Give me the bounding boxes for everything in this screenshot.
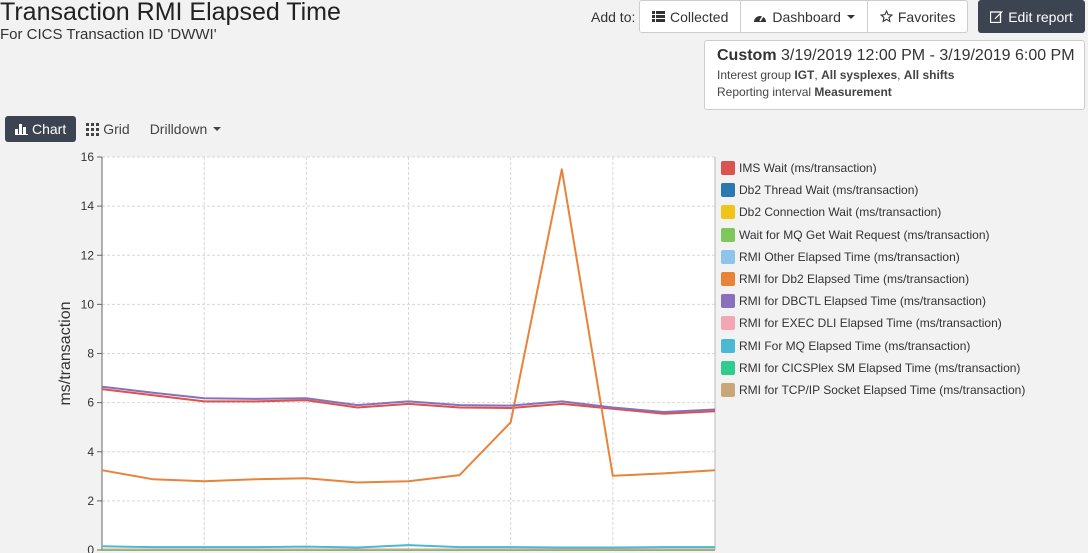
legend-label: Db2 Connection Wait (ms/transaction) xyxy=(739,205,942,220)
chevron-down-icon xyxy=(846,14,855,19)
bar-chart-icon xyxy=(15,123,28,135)
legend-label: RMI for DBCTL Elapsed Time (ms/transacti… xyxy=(739,294,986,309)
interest-group-value: IGT xyxy=(794,68,815,82)
legend-label: Db2 Thread Wait (ms/transaction) xyxy=(739,183,919,198)
shifts-value: All shifts xyxy=(903,68,955,82)
collected-label: Collected xyxy=(670,8,729,25)
legend-label: Wait for MQ Get Wait Request (ms/transac… xyxy=(739,227,990,242)
star-icon xyxy=(879,10,893,23)
legend-swatch xyxy=(721,360,735,375)
y-tick-label: 14 xyxy=(81,199,95,213)
legend-label: RMI Other Elapsed Time (ms/transaction) xyxy=(739,249,960,264)
legend-swatch xyxy=(721,382,735,397)
legend-item[interactable]: Db2 Connection Wait (ms/transaction) xyxy=(721,201,1025,223)
y-tick-label: 16 xyxy=(81,150,95,164)
y-tick-label: 4 xyxy=(87,445,94,459)
time-range-summary: Custom 3/19/2019 12:00 PM - 3/19/2019 6:… xyxy=(717,47,1075,65)
add-to-button-group: Collected Dashboard Favorites xyxy=(639,0,969,33)
interest-group-prefix: Interest group xyxy=(717,68,792,82)
legend-swatch xyxy=(721,183,735,198)
legend-label: RMI for TCP/IP Socket Elapsed Time (ms/t… xyxy=(739,382,1026,397)
chart-view-button[interactable]: Chart xyxy=(5,116,77,142)
drilldown-label: Drilldown xyxy=(149,121,208,137)
grid-icon xyxy=(86,122,100,136)
legend-swatch xyxy=(721,249,735,264)
range-mode: Custom xyxy=(717,47,777,64)
legend-item[interactable]: RMI For MQ Elapsed Time (ms/transaction) xyxy=(721,335,1025,357)
legend-item[interactable]: RMI for Db2 Elapsed Time (ms/transaction… xyxy=(721,268,1025,290)
reporting-interval-line: Reporting interval Measurement xyxy=(717,85,1072,99)
list-icon xyxy=(652,11,665,22)
edit-icon xyxy=(990,10,1004,23)
reporting-interval-value: Measurement xyxy=(814,85,892,99)
reporting-interval-prefix: Reporting interval xyxy=(717,85,812,99)
drilldown-dropdown[interactable]: Drilldown xyxy=(140,116,232,142)
edit-report-label: Edit report xyxy=(1008,8,1073,25)
y-tick-label: 12 xyxy=(81,248,95,262)
y-tick-label: 8 xyxy=(87,347,94,361)
legend-item[interactable]: Db2 Thread Wait (ms/transaction) xyxy=(721,179,1025,201)
collected-button[interactable]: Collected xyxy=(640,1,740,32)
y-tick-label: 6 xyxy=(87,396,94,410)
grid-view-button[interactable]: Grid xyxy=(76,116,139,142)
favorites-label: Favorites xyxy=(897,8,956,25)
legend-swatch xyxy=(721,338,735,353)
legend-item[interactable]: RMI for CICSPlex SM Elapsed Time (ms/tra… xyxy=(721,357,1025,379)
y-tick-label: 2 xyxy=(87,494,94,508)
interest-group-line: Interest group IGT, All sysplexes, All s… xyxy=(717,68,955,82)
dashboard-icon xyxy=(753,11,767,23)
series-line-0 xyxy=(101,388,716,415)
legend-swatch xyxy=(721,294,735,309)
series-line-8 xyxy=(101,544,715,549)
range-period: 3/19/2019 12:00 PM - 3/19/2019 6:00 PM xyxy=(781,47,1075,64)
legend-label: RMI for CICSPlex SM Elapsed Time (ms/tra… xyxy=(739,360,1021,375)
legend-item[interactable]: IMS Wait (ms/transaction) xyxy=(721,157,1025,179)
legend-swatch xyxy=(721,205,735,220)
dashboard-label: Dashboard xyxy=(772,8,841,25)
legend-label: RMI For MQ Elapsed Time (ms/transaction) xyxy=(739,338,971,353)
grid-view-label: Grid xyxy=(103,121,130,137)
sysplexes-value: All sysplexes xyxy=(821,68,898,82)
y-axis-label: ms/transaction xyxy=(57,301,74,405)
dashboard-button[interactable]: Dashboard xyxy=(740,1,867,32)
edit-report-button[interactable]: Edit report xyxy=(978,0,1085,33)
legend-item[interactable]: RMI for EXEC DLI Elapsed Time (ms/transa… xyxy=(721,312,1025,334)
page-subtitle: For CICS Transaction ID 'DWWI' xyxy=(0,26,217,43)
series-line-6 xyxy=(101,385,716,413)
legend-item[interactable]: RMI Other Elapsed Time (ms/transaction) xyxy=(721,246,1025,268)
legend-item[interactable]: RMI for DBCTL Elapsed Time (ms/transacti… xyxy=(721,290,1025,312)
legend-swatch xyxy=(721,161,735,176)
favorites-button[interactable]: Favorites xyxy=(866,1,968,32)
view-toggle-bar: Chart Grid Drilldown xyxy=(5,116,231,142)
legend-item[interactable]: Wait for MQ Get Wait Request (ms/transac… xyxy=(721,224,1025,246)
chart-legend: IMS Wait (ms/transaction) Db2 Thread Wait… xyxy=(721,157,1025,401)
y-tick-label: 10 xyxy=(81,297,95,311)
legend-label: RMI for Db2 Elapsed Time (ms/transaction… xyxy=(739,272,970,287)
legend-label: RMI for EXEC DLI Elapsed Time (ms/transa… xyxy=(739,316,1002,331)
legend-swatch xyxy=(721,272,735,287)
legend-swatch xyxy=(721,316,735,331)
legend-swatch xyxy=(721,227,735,242)
legend-label: IMS Wait (ms/transaction) xyxy=(739,161,877,176)
page-title: Transaction RMI Elapsed Time xyxy=(0,0,341,26)
legend-item[interactable]: RMI for TCP/IP Socket Elapsed Time (ms/t… xyxy=(721,379,1025,401)
chart-view-label: Chart xyxy=(32,121,67,137)
y-tick-label: 0 xyxy=(87,543,94,553)
time-range-panel[interactable]: Custom 3/19/2019 12:00 PM - 3/19/2019 6:… xyxy=(704,40,1085,110)
chevron-down-icon xyxy=(213,127,222,131)
add-to-label: Add to: xyxy=(591,9,636,25)
series-line-5 xyxy=(101,168,716,484)
line-chart: 0 2 4 6 8 10 12 14 16 ms/transaction xyxy=(57,150,716,553)
